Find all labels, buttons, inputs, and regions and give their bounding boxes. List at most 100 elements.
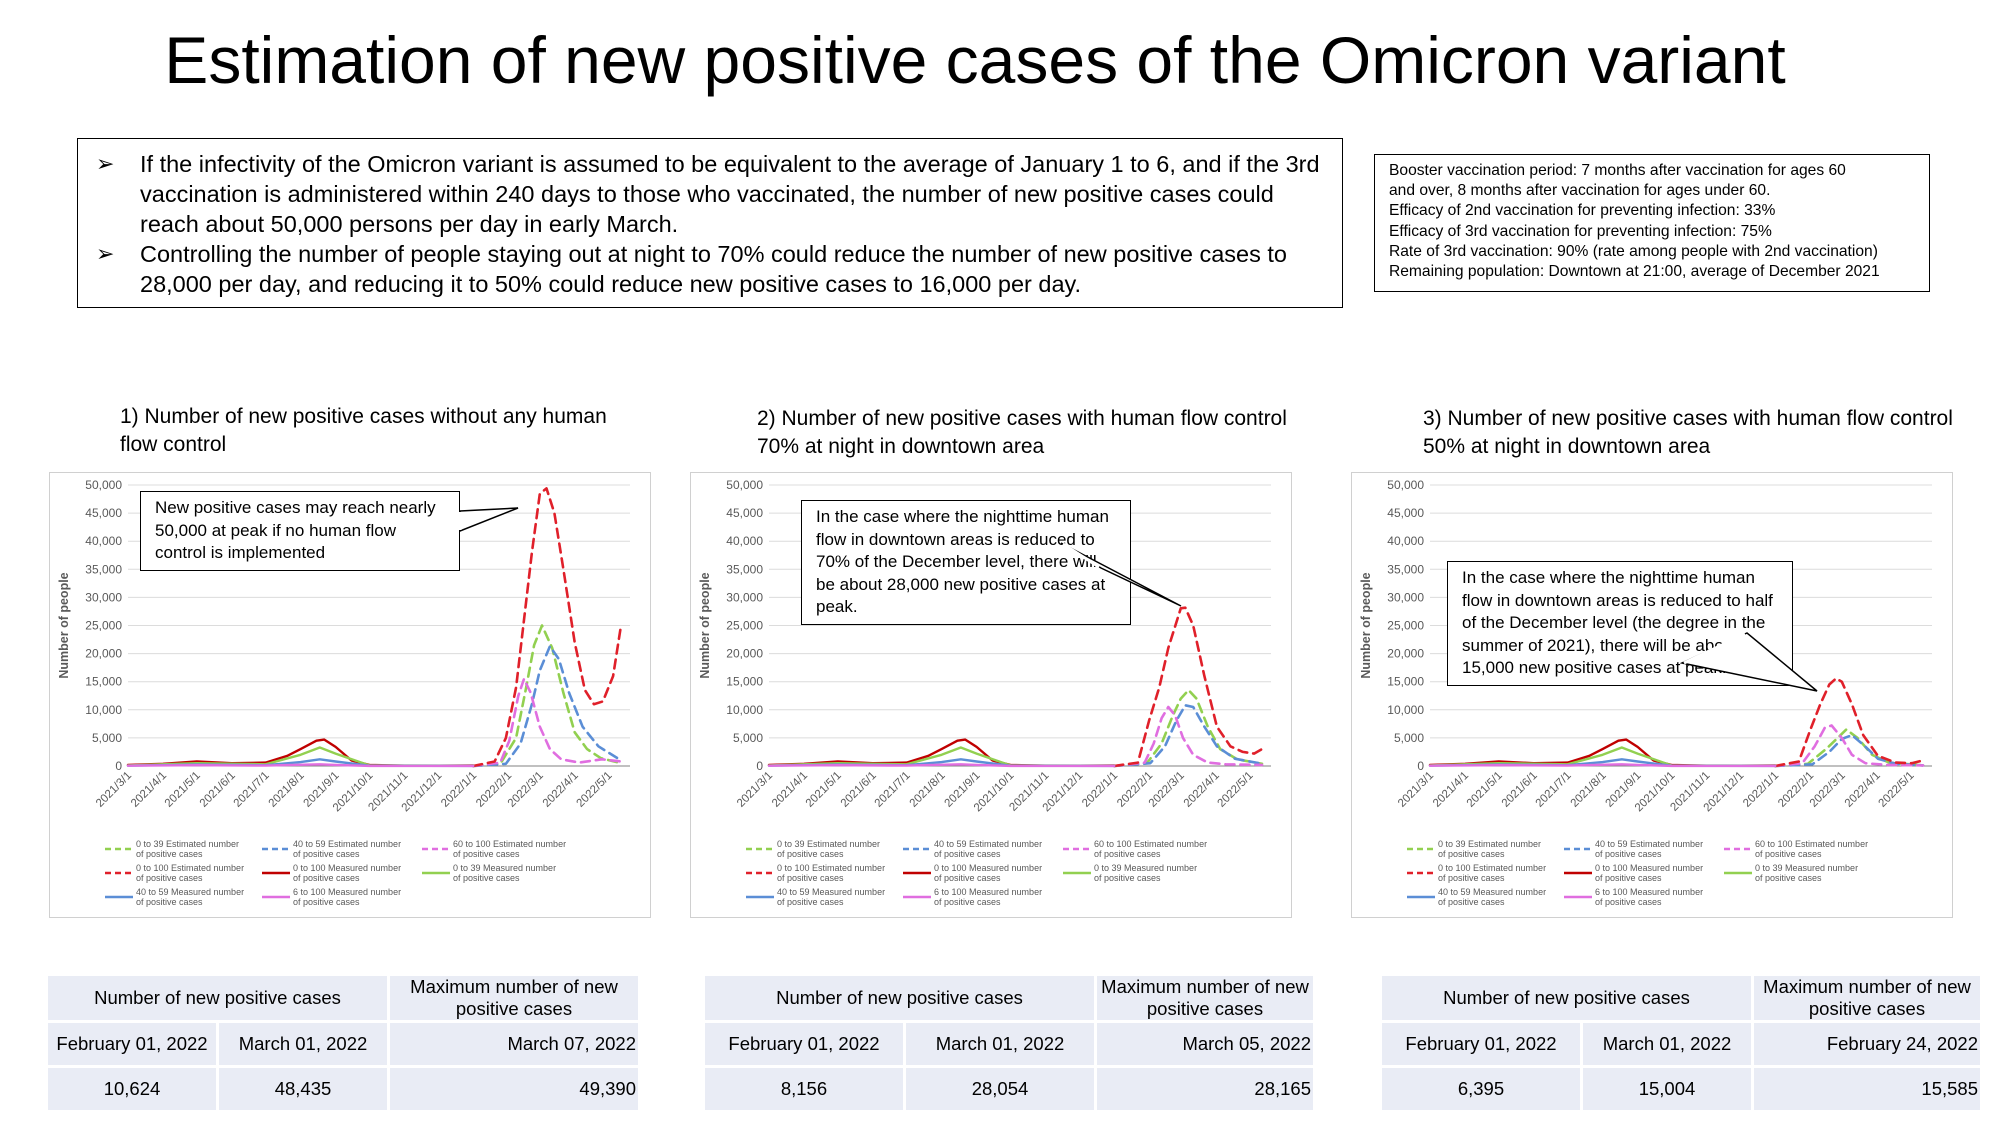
series-line [1773,728,1925,768]
table-max-header: Maximum number of new positive cases [1097,976,1313,1020]
series-line [1112,705,1264,768]
value-cell: 49,390 [390,1068,638,1110]
y-tick-label: 10,000 [85,703,122,717]
value-cell: 10,624 [48,1068,216,1110]
value-cell: 6,395 [1382,1068,1580,1110]
summary-box: ➢ If the infectivity of the Omicron vari… [77,138,1343,308]
y-tick-label: 0 [115,759,122,773]
chart-1-panel: 0 5,000 10,000 15,000 20,000 25,000 30,000 35,0… [49,472,651,918]
chart-3-svg: 0 5,000 10,000 15,000 20,000 25,000 30,000 35,0… [1359,478,1932,907]
date-cell: March 01, 2022 [219,1023,387,1065]
legend-entry: 60 to 100 Estimated number of positive ca… [1755,839,1868,859]
y-tick-label: 45,000 [726,506,763,520]
y-axis-label: Number of people [1359,572,1373,678]
arrow-bullet-icon: ➢ [96,151,115,176]
assumption-line: and over, 8 months after vaccination for… [1389,182,1771,200]
legend-entry: 0 to 39 Measured number of positive cases [1755,863,1858,883]
legend-entry: 0 to 39 Estimated number of positive case… [1438,839,1541,859]
series-line [1773,724,1925,768]
legend-entry: 0 to 100 Measured number of positive case… [293,863,401,883]
callout-pointer [1679,632,1818,692]
legend-entry: 40 to 59 Estimated number of positive cas… [1595,839,1703,859]
y-axis-label: Number of people [57,572,71,678]
legend-entry: 0 to 100 Estimated number of positive cas… [777,863,885,883]
series-line [1428,763,1777,768]
y-tick-label: 10,000 [726,703,763,717]
assumption-line: Rate of 3rd vaccination: 90% (rate among… [1389,242,1878,260]
y-tick-label: 0 [1417,759,1424,773]
legend-entry: 0 to 39 Estimated number of positive case… [777,839,880,859]
legend-entry: 40 to 59 Measured number of positive case… [1438,887,1546,907]
table-header: Number of new positive cases [48,976,387,1020]
y-tick-label: 15,000 [726,675,763,689]
page-title: Estimation of new positive cases of the … [164,23,1786,97]
legend-entry: 0 to 100 Measured number of positive case… [934,863,1042,883]
legend-entry: 6 to 100 Measured number of positive case… [1595,887,1703,907]
y-tick-label: 15,000 [1387,675,1424,689]
date-cell: March 05, 2022 [1097,1023,1313,1065]
callout-pointer [458,507,519,533]
legend-entry: 40 to 59 Estimated number of positive cas… [293,839,401,859]
date-cell: February 24, 2022 [1754,1023,1980,1065]
assumption-line: Booster vaccination period: 7 months aft… [1389,162,1846,179]
chart-3-panel: 0 5,000 10,000 15,000 20,000 25,000 30,000 35,0… [1351,472,1953,918]
date-cell: March 01, 2022 [906,1023,1094,1065]
chart-2-callout: In the case where the nighttime human fl… [801,500,1131,625]
series-line [126,763,475,768]
bullet-text: If the infectivity of the Omicron varian… [140,151,1320,237]
table-max-header: Maximum number of new positive cases [390,976,638,1020]
y-tick-label: 40,000 [1387,534,1424,548]
y-tick-label: 15,000 [85,675,122,689]
date-cell: February 01, 2022 [48,1023,216,1065]
assumption-line: Efficacy of 2nd vaccination for preventi… [1389,202,1776,220]
table-header: Number of new positive cases [1382,976,1751,1020]
series-line [471,624,623,768]
value-cell: 15,004 [1583,1068,1751,1110]
y-tick-label: 40,000 [85,534,122,548]
y-tick-label: 35,000 [726,562,763,576]
callout-pointer [1060,542,1182,607]
table-max-header: Maximum number of new positive cases [1754,976,1980,1020]
legend-entry: 60 to 100 Estimated number of positive ca… [1094,839,1207,859]
chart-2-title: 2) Number of new positive cases with hum… [757,407,1287,458]
y-tick-label: 5,000 [1394,731,1424,745]
y-tick-label: 25,000 [726,619,763,633]
y-tick-label: 5,000 [92,731,122,745]
y-tick-label: 35,000 [85,562,122,576]
series-line [1773,733,1925,768]
value-cell: 48,435 [219,1068,387,1110]
y-tick-label: 35,000 [1387,562,1424,576]
legend-entry: 40 to 59 Estimated number of positive cas… [934,839,1042,859]
y-tick-label: 50,000 [1387,478,1424,492]
date-cell: February 01, 2022 [1382,1023,1580,1065]
y-tick-label: 40,000 [726,534,763,548]
series-line [1773,677,1925,768]
y-tick-label: 0 [756,759,763,773]
legend-entry: 6 to 100 Measured number of positive case… [934,887,1042,907]
y-tick-label: 30,000 [85,590,122,604]
arrow-bullet-icon: ➢ [96,241,115,266]
y-tick-label: 10,000 [1387,703,1424,717]
table-header: Number of new positive cases [705,976,1094,1020]
chart-1-title: 1) Number of new positive cases without … [120,405,607,456]
legend-entry: 0 to 39 Estimated number of positive case… [136,839,239,859]
y-tick-label: 30,000 [726,590,763,604]
series-line [1112,606,1264,768]
chart-1-callout: New positive cases may reach nearly 50,0… [140,491,460,571]
y-tick-label: 30,000 [1387,590,1424,604]
legend-entry: 0 to 100 Estimated number of positive cas… [1438,863,1546,883]
y-tick-label: 50,000 [85,478,122,492]
series-line [126,746,475,767]
assumption-line: Efficacy of 3rd vaccination for preventi… [1389,222,1772,240]
legend-entry: 40 to 59 Measured number of positive case… [777,887,885,907]
stats-table-2: Number of new positive cases Maximum num… [702,973,1316,1113]
chart-2-panel: 0 5,000 10,000 15,000 20,000 25,000 30,000 35,0… [690,472,1292,918]
value-cell: 15,585 [1754,1068,1980,1110]
series-line [471,677,623,768]
y-axis-label: Number of people [698,572,712,678]
y-tick-label: 5,000 [733,731,763,745]
chart-3-title: 3) Number of new positive cases with hum… [1423,407,1953,458]
stats-table-3: Number of new positive cases Maximum num… [1379,973,1983,1113]
series-line [767,763,1116,768]
bullet-text: Controlling the number of people staying… [140,241,1287,297]
